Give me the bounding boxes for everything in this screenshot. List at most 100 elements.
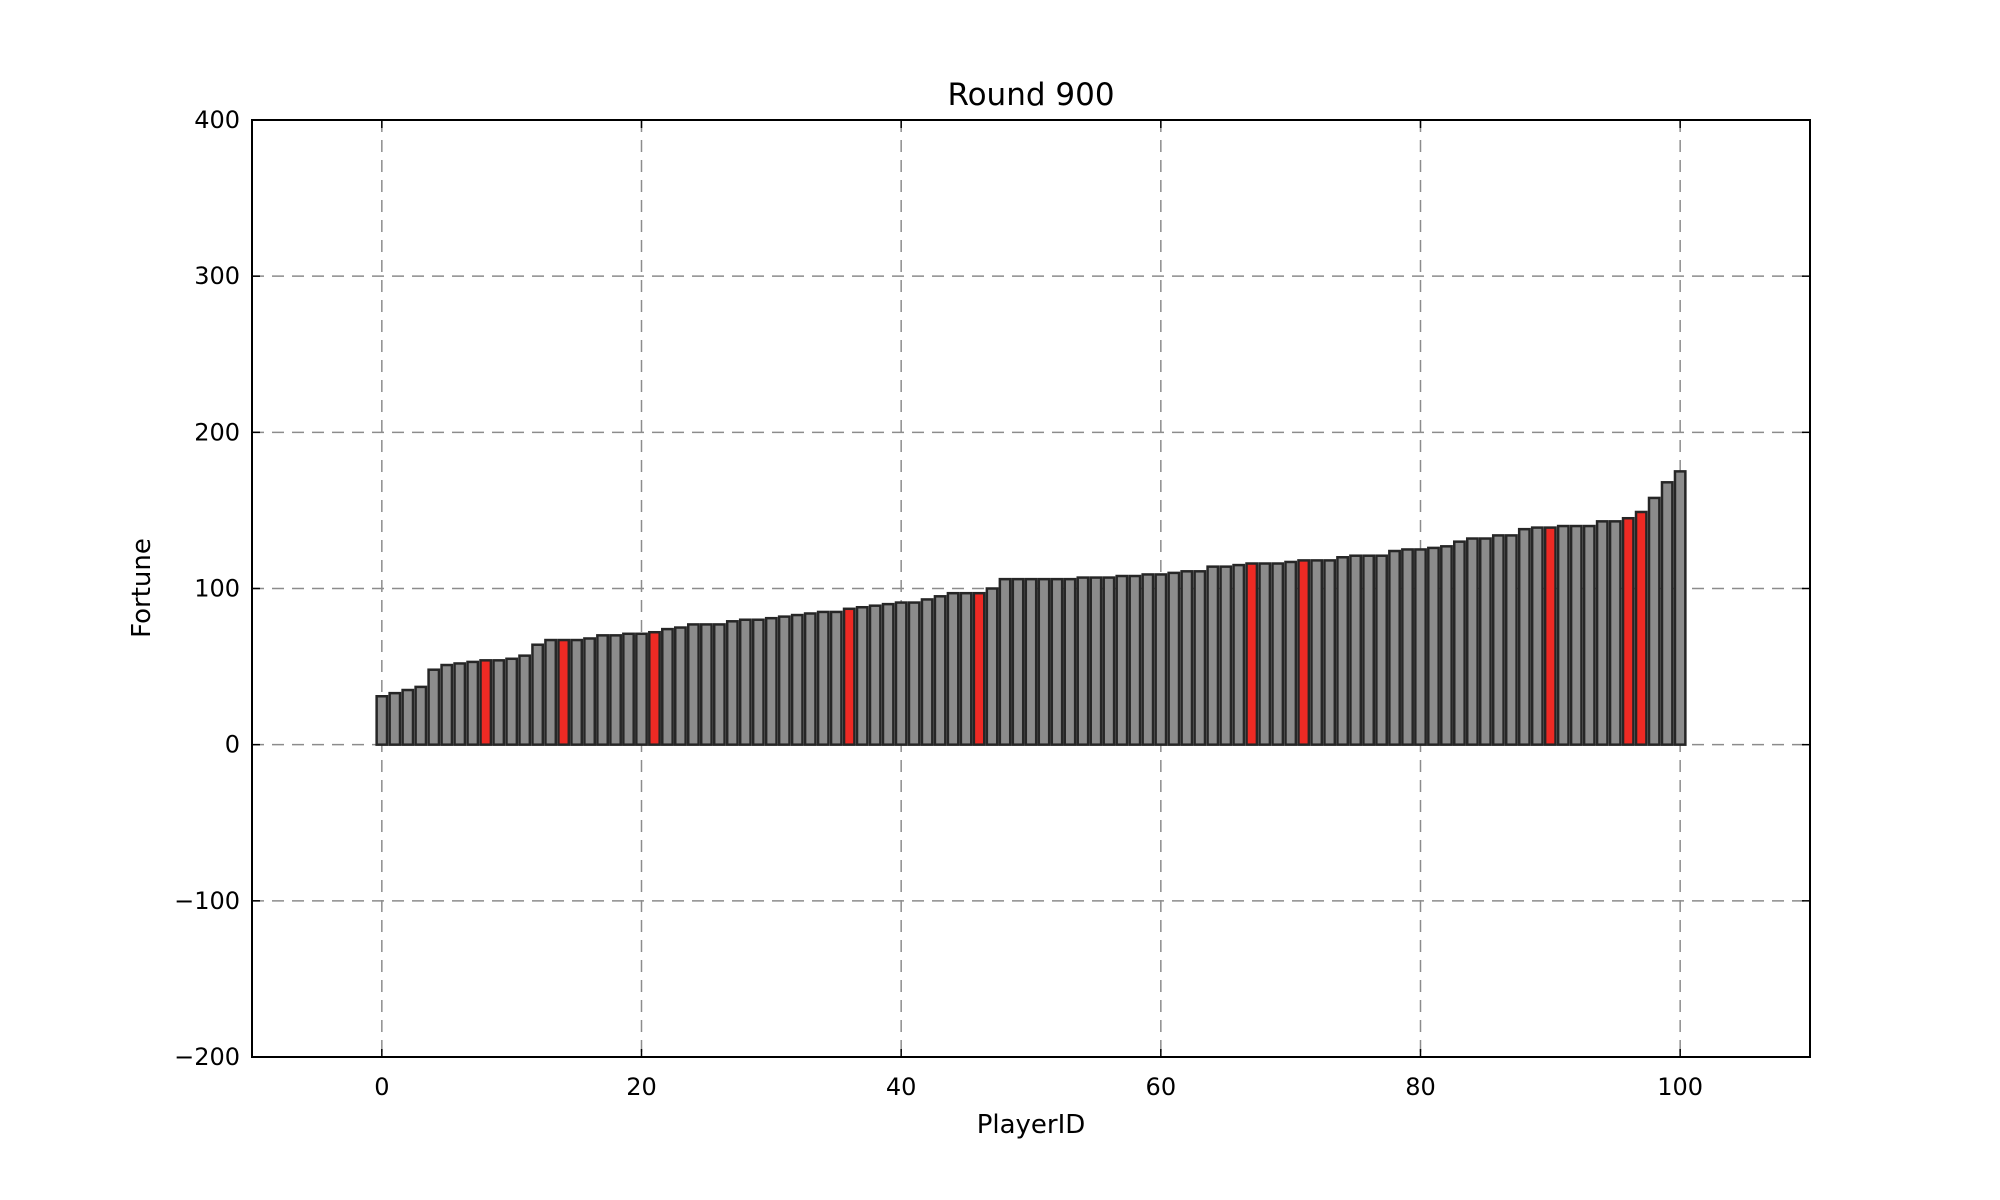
- bar: [466, 660, 480, 746]
- bar: [1206, 565, 1220, 746]
- bar: [855, 605, 869, 746]
- bar: [998, 577, 1012, 746]
- bar: [1154, 573, 1168, 746]
- bar: [1271, 562, 1285, 746]
- bar: [596, 634, 609, 746]
- bar: [816, 610, 830, 746]
- bar-highlighted: [972, 591, 986, 746]
- axis-ticks: 0 20 40 60 80 100 −200 −100 0 100 200 300 400: [174, 106, 1810, 1101]
- bar: [1323, 559, 1337, 746]
- bar: [1453, 540, 1466, 746]
- y-tick-label: 300: [194, 262, 240, 290]
- bar: [1414, 548, 1427, 746]
- bar: [920, 598, 934, 746]
- x-tick-label: 60: [1146, 1073, 1177, 1101]
- bar: [1141, 573, 1155, 746]
- bar-highlighted: [1245, 562, 1259, 746]
- bar: [505, 657, 519, 746]
- bar: [712, 623, 726, 746]
- bar: [570, 638, 584, 746]
- bar: [1673, 470, 1687, 746]
- bar: [414, 685, 428, 746]
- bar: [1595, 520, 1609, 746]
- x-tick-label: 100: [1657, 1073, 1703, 1101]
- y-tick-label: 100: [194, 575, 240, 603]
- bar: [686, 623, 700, 746]
- y-tick-label: −200: [174, 1043, 240, 1071]
- bar: [518, 654, 532, 746]
- bar: [1232, 563, 1246, 746]
- bar: [946, 591, 960, 746]
- bar: [881, 602, 895, 746]
- x-tick-label: 40: [886, 1073, 917, 1101]
- bar-highlighted: [1297, 559, 1311, 746]
- bar-highlighted: [1621, 516, 1635, 746]
- y-tick-label: 200: [194, 418, 240, 446]
- bar: [1608, 520, 1622, 746]
- bar: [1401, 548, 1414, 746]
- bar-highlighted: [1634, 510, 1648, 746]
- bar: [661, 627, 674, 746]
- bar: [1115, 574, 1129, 746]
- bar: [1310, 559, 1324, 746]
- bar: [427, 668, 441, 746]
- bar-highlighted: [648, 630, 661, 746]
- bar: [1076, 576, 1090, 746]
- bar: [803, 612, 817, 746]
- bar: [531, 643, 545, 746]
- bar: [1219, 565, 1233, 746]
- bar: [1050, 577, 1064, 746]
- bar: [725, 620, 739, 746]
- bar: [959, 591, 973, 746]
- bar: [1530, 526, 1544, 746]
- bar: [868, 604, 882, 746]
- bar: [894, 601, 908, 746]
- bar: [1660, 481, 1674, 746]
- bar: [1504, 534, 1518, 746]
- bar: [1427, 546, 1440, 746]
- bar: [1128, 574, 1142, 746]
- bar: [699, 623, 713, 746]
- bar: [751, 618, 765, 746]
- bar: [1193, 570, 1207, 746]
- bar: [1024, 577, 1038, 746]
- bar: [1582, 524, 1596, 746]
- bar-highlighted: [1543, 526, 1557, 746]
- bar: [829, 610, 843, 746]
- bar: [1569, 524, 1583, 746]
- bar: [1517, 527, 1531, 746]
- bar: [907, 601, 921, 746]
- bar: [1336, 556, 1350, 746]
- y-axis-label: Fortune: [127, 538, 157, 638]
- bar: [609, 634, 622, 746]
- bar: [933, 595, 947, 746]
- bar: [985, 587, 999, 746]
- bar: [440, 663, 454, 746]
- bar-highlighted: [479, 659, 493, 746]
- bar: [764, 616, 778, 746]
- bar: [1102, 576, 1116, 746]
- bar: [1180, 570, 1194, 746]
- bar: [375, 695, 389, 746]
- x-tick-label: 20: [626, 1073, 657, 1101]
- bar: [583, 637, 597, 746]
- bar: [492, 659, 506, 746]
- bar: [1556, 524, 1570, 746]
- bar: [1375, 554, 1388, 746]
- bar: [544, 638, 558, 746]
- bar: [790, 613, 804, 746]
- bar: [1089, 576, 1103, 746]
- x-tick-label: 0: [374, 1073, 389, 1101]
- bar: [1011, 577, 1025, 746]
- bar: [1349, 554, 1363, 746]
- bar: [635, 632, 648, 746]
- bar: [453, 662, 467, 746]
- bar: [1478, 537, 1492, 746]
- bar: [1284, 560, 1298, 746]
- bar: [622, 632, 635, 746]
- bar-highlighted: [842, 607, 856, 746]
- bar: [1362, 554, 1376, 746]
- bar: [1063, 577, 1077, 746]
- bars: [375, 470, 1687, 746]
